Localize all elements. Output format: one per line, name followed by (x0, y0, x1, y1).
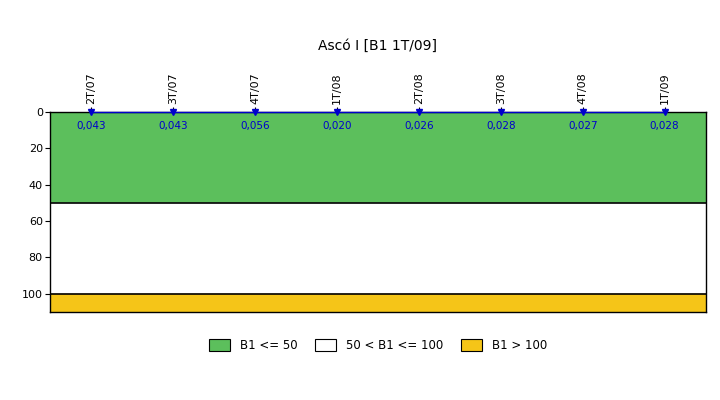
Text: 0,026: 0,026 (404, 121, 433, 131)
Bar (50, 294, 706, 312)
Text: 0,043: 0,043 (76, 121, 106, 131)
Text: 0,027: 0,027 (568, 121, 598, 131)
Text: 0,056: 0,056 (240, 121, 270, 131)
Bar (50, 112, 706, 203)
Text: 0,028: 0,028 (650, 121, 680, 131)
Bar (50, 203, 706, 294)
Text: 0,020: 0,020 (323, 121, 352, 131)
Title: Ascó I [B1 1T/09]: Ascó I [B1 1T/09] (318, 38, 438, 52)
Text: 0,028: 0,028 (486, 121, 516, 131)
Text: 0,043: 0,043 (158, 121, 188, 131)
Legend: B1 <= 50, 50 < B1 <= 100, B1 > 100: B1 <= 50, 50 < B1 <= 100, B1 > 100 (204, 334, 552, 356)
